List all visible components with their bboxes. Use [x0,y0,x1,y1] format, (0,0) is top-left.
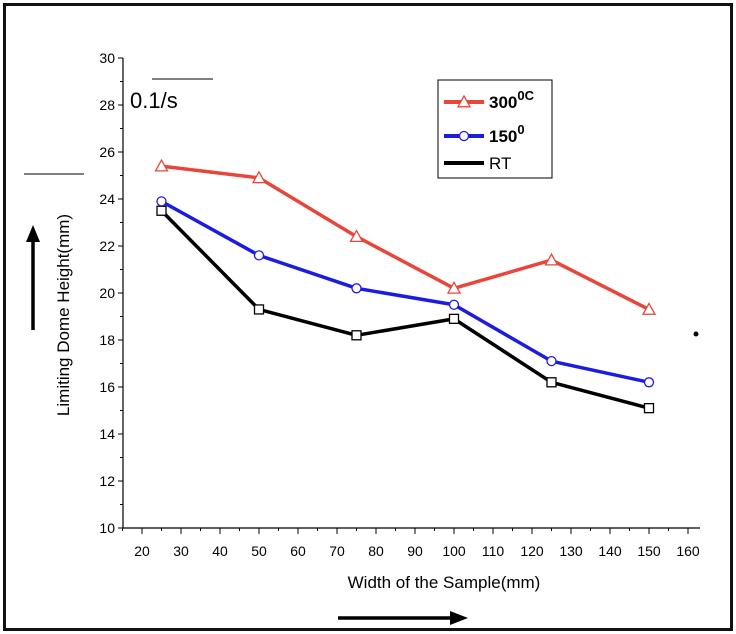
series-layer [154,158,657,414]
y-tick-label: 14 [99,426,115,442]
y-tick-label: 30 [99,50,115,66]
x-tick-label: 70 [329,543,345,559]
figure-frame [3,3,733,631]
data-point [448,299,460,310]
x-tick-label: 100 [442,543,466,559]
y-axis-label: Limiting Dome Height(mm) [54,214,73,416]
data-point [446,280,462,294]
y-direction-arrow [26,225,40,330]
series-triangle [154,158,657,315]
legend-marker [456,94,472,108]
series-circle [156,196,655,388]
data-point [448,313,460,325]
x-tick-label: 140 [598,543,622,559]
data-point [641,302,657,315]
series-line [160,209,650,410]
y-tick-label: 10 [99,520,115,536]
y-axis-ticks: 10 12 14 16 18 20 22 24 26 28 30 [99,50,123,536]
x-tick-label: 120 [520,543,544,559]
data-point [253,304,265,315]
legend-superscript: 0 [517,122,524,137]
data-point [253,250,265,261]
y-tick-label: 12 [99,473,115,489]
x-axis-ticks: 20 30 40 50 60 70 80 90 100 110 120 130 140 150 160 [122,528,700,559]
data-point [643,402,655,414]
y-tick-label: 28 [99,97,115,113]
x-axis-label: Width of the Sample(mm) [348,573,541,592]
legend-marker [458,130,470,142]
y-tick-label: 18 [99,332,115,348]
y-tick-label: 26 [99,144,115,160]
series-line [161,164,650,312]
legend-label: RT [489,154,511,173]
x-tick-label: 150 [637,543,661,559]
data-point [349,229,364,243]
x-tick-label: 90 [407,543,423,559]
stray-dot [693,331,699,337]
x-tick-label: 60 [290,543,306,559]
data-point [546,355,557,367]
x-tick-label: 110 [482,543,505,559]
x-tick-label: 20 [134,543,150,559]
series-line [160,199,650,385]
data-point [251,170,267,184]
series-square [156,205,655,414]
data-point [156,196,167,207]
data-point [154,158,169,172]
x-tick-label: 50 [251,543,267,559]
strain-rate-annotation: 0.1/s [130,88,178,113]
data-point [544,252,559,266]
x-tick-label: 160 [676,543,700,559]
y-tick-label: 22 [99,238,115,254]
x-tick-label: 40 [212,543,228,559]
x-tick-label: 30 [173,543,189,559]
x-tick-label: 130 [559,543,583,559]
data-point [546,377,557,388]
y-tick-label: 20 [99,285,115,301]
data-point [351,283,362,294]
y-tick-label: 16 [99,379,115,395]
data-point [643,377,655,388]
data-point [156,205,167,216]
x-tick-label: 80 [368,543,384,559]
x-direction-arrow [338,611,468,625]
legend-superscript: 0C [517,88,534,103]
y-tick-label: 24 [99,191,115,207]
data-point [351,330,362,341]
